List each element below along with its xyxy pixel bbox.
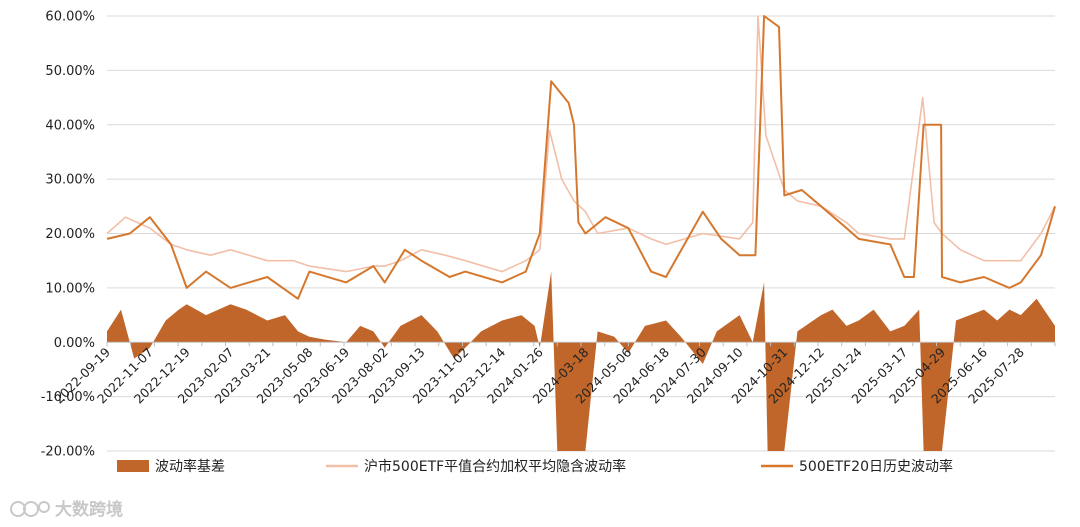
y-tick-label: 40.00% [45, 118, 95, 133]
legend-swatch-basis [117, 460, 149, 472]
y-tick-label: 30.00% [45, 173, 95, 188]
implied-vol-line [106, 15, 1056, 273]
basis-area-path [107, 271, 1055, 451]
y-tick-label: -20.00% [41, 445, 95, 460]
y-tick-label: 50.00% [45, 64, 95, 79]
y-axis-ticks: 60.00% 50.00% 40.00% 30.00% 20.00% 10.00% 0.00… [41, 10, 95, 460]
legend-label-implied: 沪市500ETF平值合约加权平均隐含波动率 [364, 458, 626, 475]
x-axis-ticks: 2022-09-192022-11-072022-12-192023-02-07… [51, 344, 1027, 406]
y-tick-label: 10.00% [45, 281, 95, 296]
watermark: 大数跨境 [10, 499, 123, 520]
watermark-text: 大数跨境 [55, 499, 123, 520]
series-lines [106, 15, 1056, 300]
series-basis-area [107, 271, 1055, 451]
logo-icon [10, 501, 50, 517]
y-tick-label: 20.00% [45, 227, 95, 242]
legend: 波动率基差 沪市500ETF平值合约加权平均隐含波动率 500ETF20日历史波动率 [117, 458, 953, 475]
zero-axis [106, 341, 1056, 347]
legend-label-historical: 500ETF20日历史波动率 [799, 458, 953, 475]
y-tick-label: 60.00% [45, 10, 95, 25]
y-tick-label: 0.00% [54, 336, 95, 351]
historical-vol-line [106, 15, 1056, 300]
y-tick-label: -10.00% [41, 390, 95, 405]
gridlines [107, 15, 1055, 452]
legend-label-basis: 波动率基差 [155, 458, 225, 475]
